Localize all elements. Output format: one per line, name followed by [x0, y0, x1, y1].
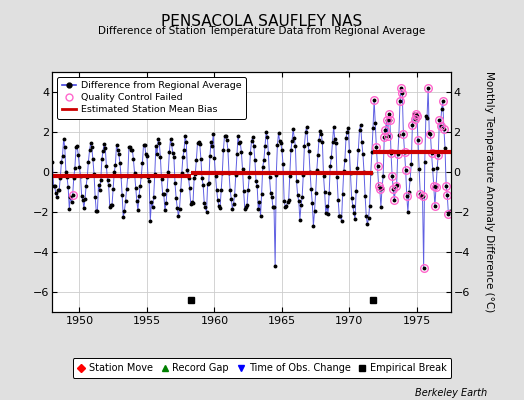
- Legend: Difference from Regional Average, Quality Control Failed, Estimated Station Mean: Difference from Regional Average, Qualit…: [57, 77, 246, 119]
- Text: PENSACOLA SAUFLEY NAS: PENSACOLA SAUFLEY NAS: [161, 14, 363, 29]
- Text: Difference of Station Temperature Data from Regional Average: Difference of Station Temperature Data f…: [99, 26, 425, 36]
- Y-axis label: Monthly Temperature Anomaly Difference (°C): Monthly Temperature Anomaly Difference (…: [484, 71, 494, 313]
- Text: Berkeley Earth: Berkeley Earth: [415, 388, 487, 398]
- Legend: Station Move, Record Gap, Time of Obs. Change, Empirical Break: Station Move, Record Gap, Time of Obs. C…: [72, 358, 452, 378]
